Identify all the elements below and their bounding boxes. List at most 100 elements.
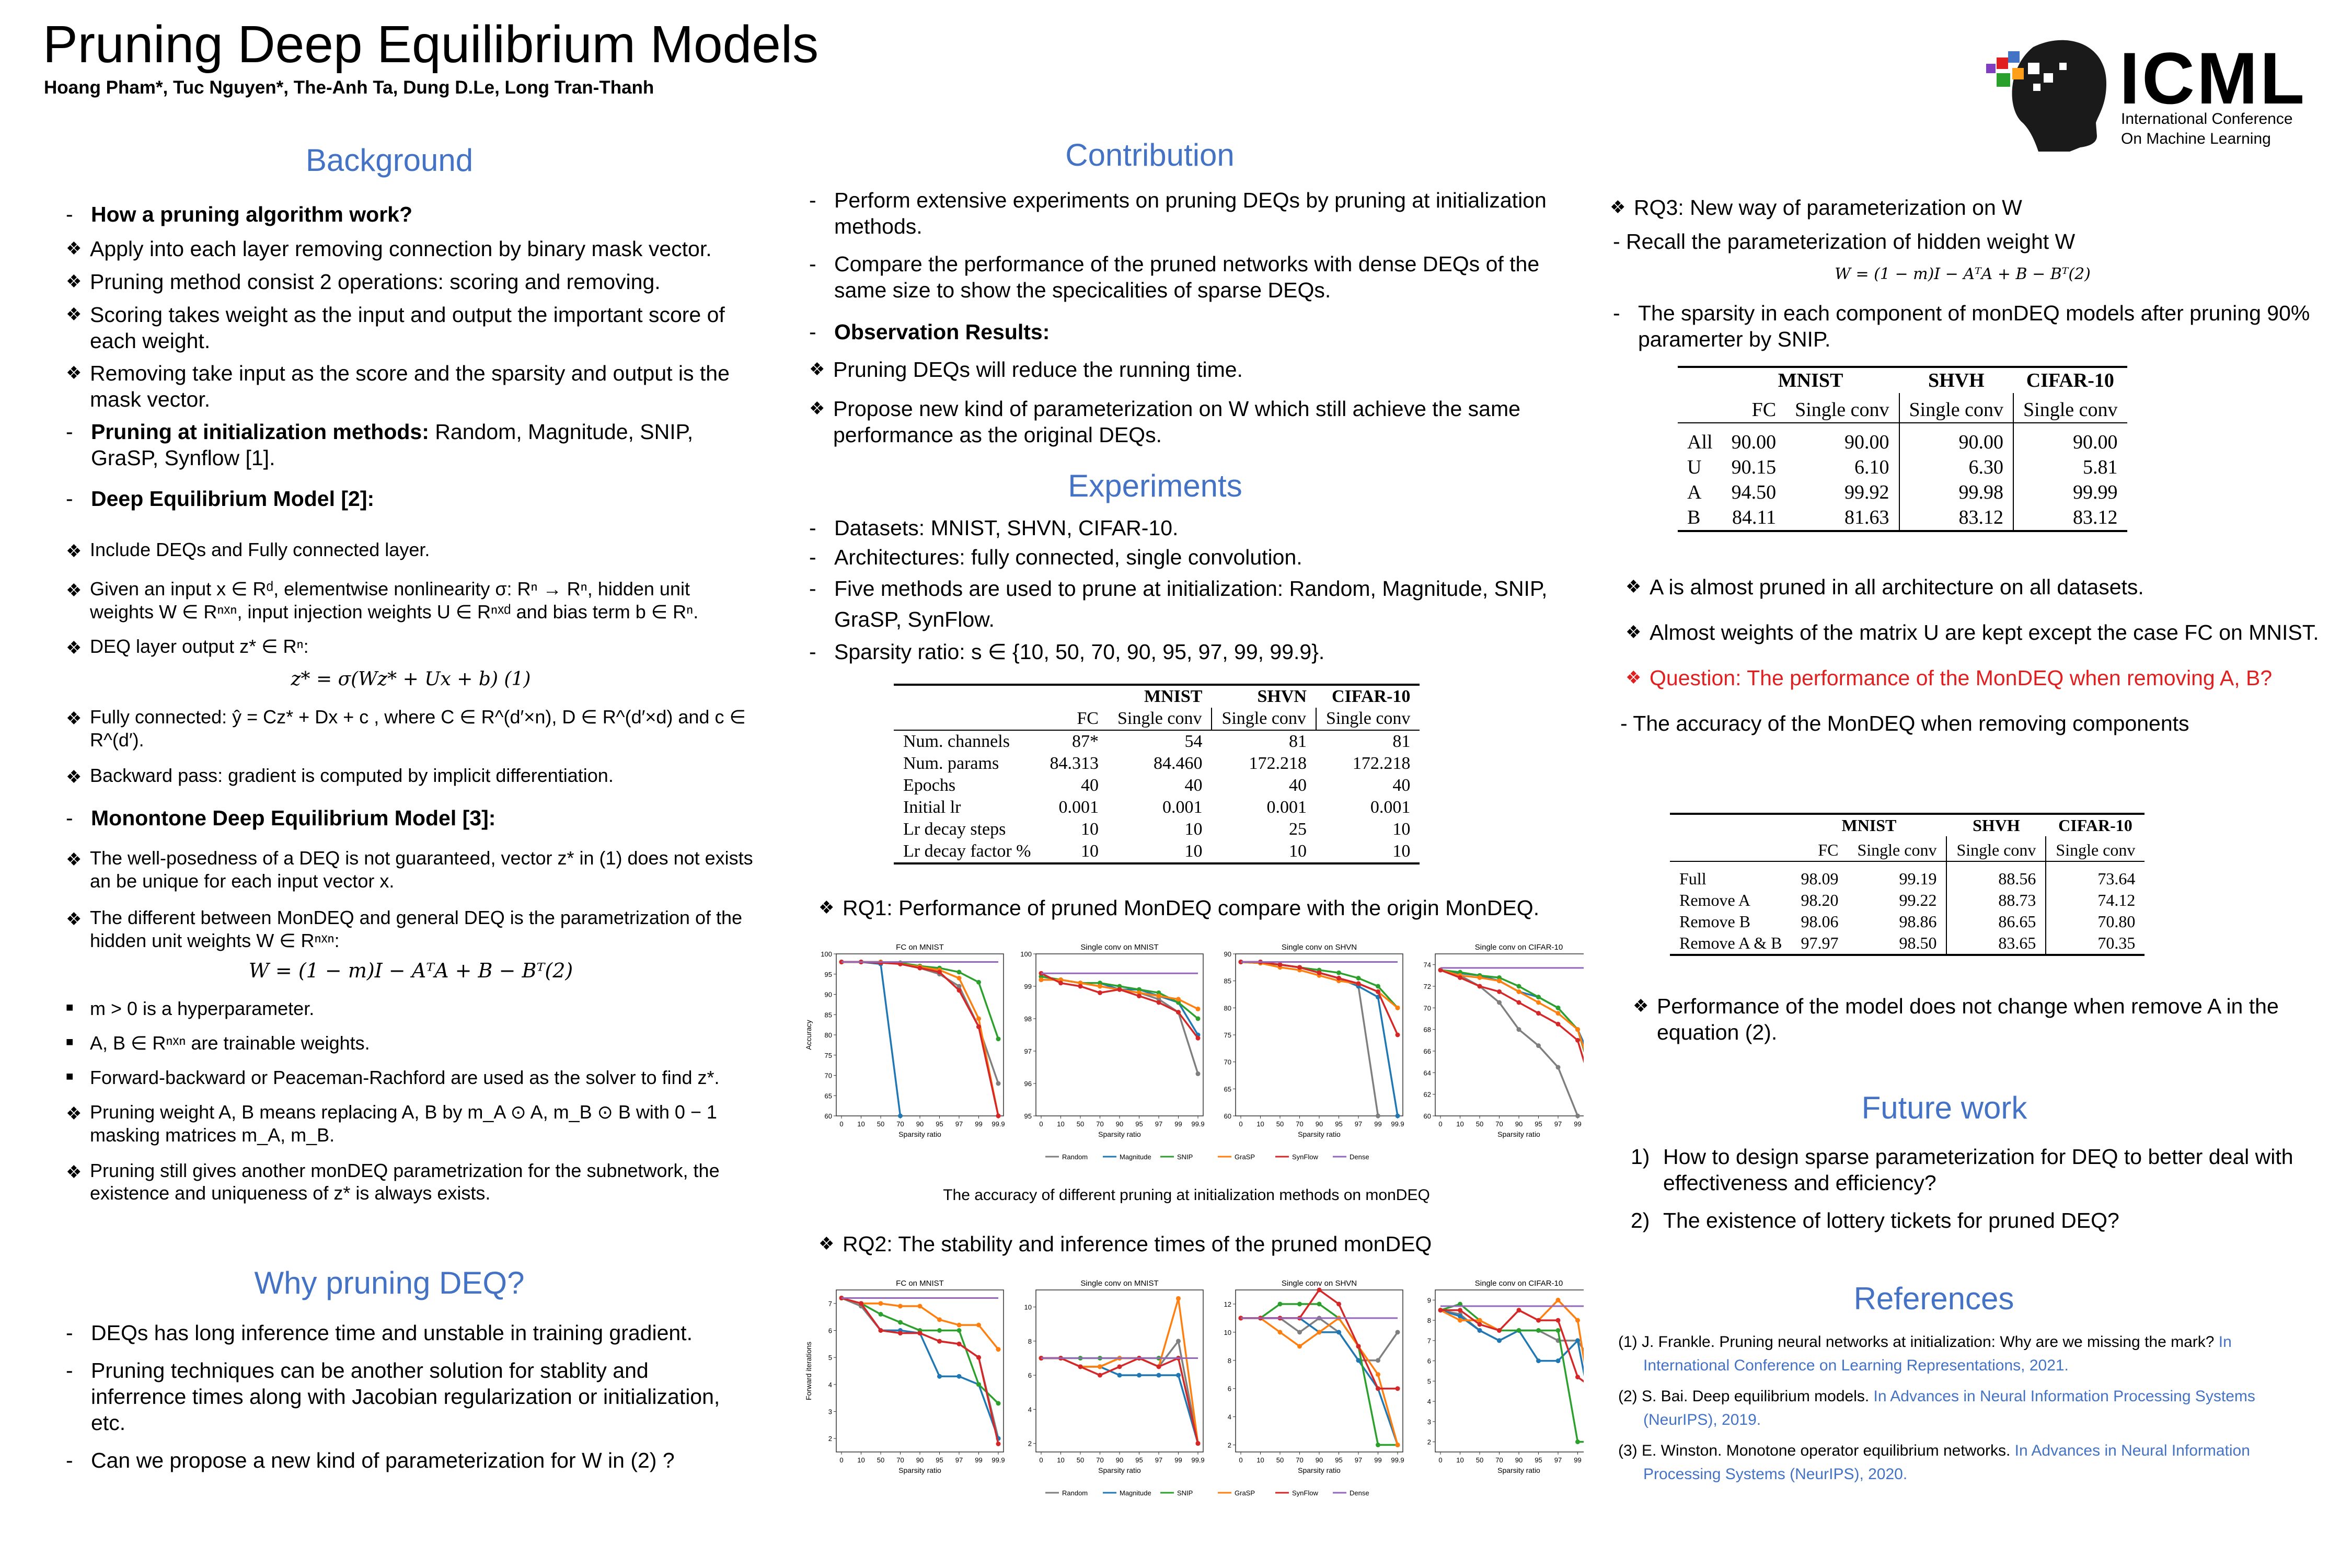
y-tick-label: 7 — [1427, 1337, 1431, 1345]
square-bullet: ■ A, B ∈ Rⁿˣⁿ are trainable weights. — [66, 1032, 370, 1054]
x-tick-label: 99.9 — [991, 1120, 1005, 1128]
data-point-synflow — [956, 1341, 962, 1346]
y-tick-label: 66 — [1424, 1047, 1431, 1055]
y-tick-label: 62 — [1424, 1091, 1431, 1099]
data-point-grasp — [1039, 977, 1044, 983]
plot-frame — [1435, 953, 1603, 1116]
y-tick-label: 6 — [1228, 1385, 1231, 1393]
x-tick-label: 99.9 — [1191, 1456, 1204, 1464]
y-tick-label: 80 — [1224, 1004, 1231, 1012]
bullet: ❖ The different between MonDEQ and genera… — [66, 906, 743, 951]
data-point-synflow — [859, 1301, 863, 1306]
data-point-synflow — [1356, 981, 1361, 986]
mondeq-heading: - Monontone Deep Equilibrium Model [3]: — [66, 806, 496, 830]
x-tick-label: 70 — [896, 1456, 904, 1464]
data-point-snip — [1458, 1301, 1462, 1307]
data-point-magnitude — [956, 1374, 962, 1379]
data-point-grasp — [1536, 1000, 1541, 1005]
why-section: - DEQs has long inference time and unstab… — [66, 1320, 745, 1485]
data-point-snip — [976, 979, 981, 985]
y-tick-label: 2 — [1028, 1440, 1032, 1448]
data-point-synflow — [1376, 989, 1380, 994]
legend-label-snip: SNIP — [1177, 1489, 1193, 1497]
reference-3-venue[interactable]: In Advances in Neural Information Proces… — [1643, 1442, 2250, 1483]
y-tick-label: 85 — [1224, 977, 1231, 985]
chart-title: Single conv on SHVN — [1282, 943, 1357, 952]
contribution-item: - Compare the performance of the pruned n… — [809, 252, 1540, 303]
y-tick-label: 5 — [828, 1354, 832, 1362]
data-point-snip — [1497, 975, 1502, 980]
x-tick-label: 10 — [1057, 1456, 1064, 1464]
data-point-grasp — [996, 1347, 1001, 1352]
data-point-synflow — [1395, 1386, 1400, 1391]
future-section: 1) How to design sparse parameterization … — [1631, 1144, 2321, 1245]
reference-2-venue[interactable]: In Advances in Neural Information Proces… — [1643, 1388, 2255, 1428]
future-item: 2) The existence of lottery tickets for p… — [1631, 1208, 2119, 1233]
data-point-synflow — [1156, 1364, 1161, 1369]
y-tick-label: 10 — [1224, 1329, 1231, 1336]
bullet: ❖ Apply into each layer removing connecti… — [66, 237, 712, 261]
x-tick-label: 0 — [1039, 1120, 1043, 1128]
x-tick-label: 99 — [1374, 1456, 1381, 1464]
x-tick-label: 70 — [1495, 1456, 1503, 1464]
plot-frame — [1035, 1289, 1204, 1452]
data-point-synflow — [937, 1339, 942, 1344]
x-tick-label: 10 — [1256, 1120, 1264, 1128]
plot-frame — [1235, 1289, 1403, 1452]
chart-title: Single conv on MNIST — [1080, 1279, 1158, 1288]
x-tick-label: 50 — [1476, 1456, 1483, 1464]
removal-accuracy-table: MNIST SHVH CIFAR-10 FC Single conv Singl… — [1670, 813, 2145, 956]
series-line-random — [1440, 969, 1579, 1116]
data-point-synflow — [1575, 1037, 1580, 1043]
bullet: ❖ Pruning method consist 2 operations: sc… — [66, 270, 661, 294]
data-point-magnitude — [1395, 1113, 1400, 1119]
y-tick-label: 90 — [1224, 950, 1231, 958]
x-tick-label: 10 — [1456, 1120, 1463, 1128]
legend-label-magnitude: Magnitude — [1120, 1153, 1151, 1161]
chart-title: Single conv on CIFAR-10 — [1475, 1279, 1563, 1288]
x-tick-label: 95 — [1335, 1120, 1342, 1128]
data-point-grasp — [1477, 1318, 1482, 1323]
poster-title: Pruning Deep Equilibrium Models — [43, 15, 819, 74]
x-tick-label: 0 — [1039, 1456, 1043, 1464]
x-tick-label: 95 — [1535, 1120, 1542, 1128]
x-tick-label: 0 — [839, 1120, 843, 1128]
data-point-synflow — [1277, 962, 1283, 967]
data-point-grasp — [1376, 1372, 1380, 1377]
data-point-synflow — [917, 1331, 923, 1336]
reference-2: (2) S. Bai. Deep equilibrium models. In … — [1618, 1388, 2255, 1428]
x-tick-label: 50 — [877, 1120, 884, 1128]
data-point-grasp — [976, 1322, 981, 1328]
legend-label-grasp: GraSP — [1235, 1153, 1255, 1161]
x-tick-label: 10 — [857, 1456, 864, 1464]
bullet: ❖ Pruning DEQs will reduce the running ti… — [809, 358, 1243, 382]
data-point-snip — [1376, 1443, 1380, 1448]
data-point-magnitude — [898, 1113, 903, 1119]
data-point-synflow — [878, 1328, 883, 1333]
chart-legend: Random Magnitude SNIP GraSP SynFlow Dense — [1045, 1153, 1369, 1161]
data-point-grasp — [1078, 981, 1083, 986]
bullet: ❖ Fully connected: ŷ = Cz* + Dx + c , whe… — [66, 706, 746, 751]
reference-1-venue[interactable]: In International Conference on Learning … — [1643, 1333, 2232, 1374]
data-point-synflow — [1497, 989, 1502, 994]
data-point-synflow — [976, 1024, 981, 1029]
y-tick-label: 6 — [1028, 1371, 1032, 1379]
legend-label-magnitude: Magnitude — [1120, 1489, 1151, 1497]
data-point-grasp — [1098, 1364, 1102, 1369]
data-point-magnitude — [1117, 1373, 1122, 1378]
data-point-snip — [976, 1382, 981, 1387]
y-tick-label: 4 — [1427, 1398, 1431, 1405]
references-heading: References — [1853, 1281, 2014, 1316]
mondeq-heading-block: - Monontone Deep Equilibrium Model [3]: — [66, 805, 756, 843]
chart-panel: Single conv on MNIST 2 4 6 8 10 0 10 50 70 90 95 97 9… — [1024, 1279, 1205, 1474]
data-point-magnitude — [1176, 1373, 1181, 1378]
data-point-magnitude — [1536, 1358, 1541, 1364]
data-point-grasp — [976, 1016, 981, 1021]
bullet: ❖ Scoring takes weight as the input and o… — [66, 303, 725, 353]
data-point-grasp — [1395, 1443, 1400, 1448]
chart-legend: Random Magnitude SNIP GraSP SynFlow Dense — [1045, 1489, 1369, 1497]
rq3-observations: ❖ A is almost pruned in all architecture… — [1620, 574, 2321, 736]
experiments-section: - Datasets: MNIST, SHVN, CIFAR-10. - Archi… — [809, 515, 1551, 676]
background-q1: - How a pruning algorithm work? — [66, 202, 412, 226]
